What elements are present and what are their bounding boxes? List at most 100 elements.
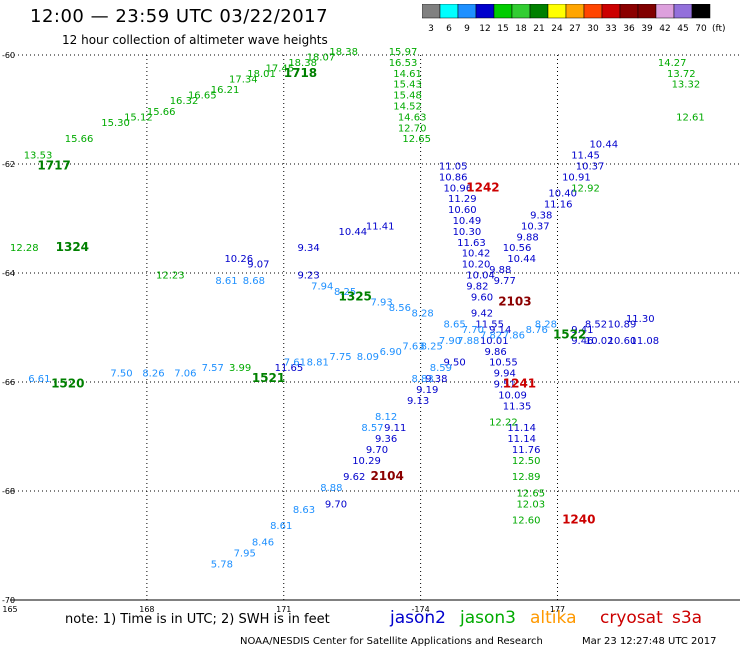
wave-height-label: 18.38	[329, 47, 358, 58]
legend-cryosat: cryosat	[600, 608, 663, 628]
wave-height-label: 9.46	[571, 336, 593, 347]
pass-time-label: 1718	[284, 66, 317, 80]
wave-height-label: 11.29	[448, 194, 477, 205]
pass-time-label: 1717	[37, 158, 70, 172]
colorbar-tick-label: 15	[497, 24, 508, 34]
wave-height-label: 6.61	[28, 374, 50, 385]
pass-time-label: 1242	[466, 180, 499, 194]
x-tick-label: -174	[412, 605, 430, 614]
wave-height-label: 12.22	[489, 418, 518, 429]
wave-height-label: 11.35	[503, 401, 532, 412]
y-tick-label: -64	[2, 269, 15, 278]
pass-time-label: 1241	[503, 376, 536, 390]
wave-height-label: 11.05	[439, 161, 468, 172]
colorbar-swatch	[691, 4, 711, 19]
wave-height-label: 9.42	[471, 309, 493, 320]
wave-height-label: 8.26	[142, 369, 164, 380]
wave-height-label: 11.14	[507, 434, 536, 445]
wave-height-label: 16.21	[211, 85, 240, 96]
wave-height-label: 8.52	[585, 320, 607, 331]
wave-height-label: 8.81	[307, 358, 329, 369]
wave-height-label: 14.61	[393, 69, 422, 80]
wave-height-label: 15.66	[65, 134, 94, 145]
wave-height-label: 9.51	[494, 379, 516, 390]
y-tick-label: -70	[2, 596, 15, 605]
wave-height-label: 10.20	[462, 260, 491, 271]
pass-time-label: 1521	[252, 371, 285, 385]
wave-height-label: 6.90	[380, 347, 402, 358]
wave-height-label: 7.75	[329, 352, 351, 363]
y-tick-label: -62	[2, 160, 15, 169]
wave-height-label: 12.92	[571, 183, 600, 194]
wave-height-label: 11.76	[512, 445, 541, 456]
colorbar-unit: (ft)	[712, 24, 726, 34]
wave-height-label: 16.53	[389, 58, 418, 69]
wave-height-label: 10.49	[453, 216, 482, 227]
wave-height-label: 9.62	[343, 472, 365, 483]
units-note: note: 1) Time is in UTC; 2) SWH is in fe…	[65, 612, 330, 627]
wave-height-label: 11.14	[507, 423, 536, 434]
wave-height-label: 7.61	[284, 358, 306, 369]
wave-height-label: 16.65	[188, 91, 217, 102]
wave-height-label: 9.41	[571, 325, 593, 336]
wave-height-label: 13.32	[672, 80, 701, 91]
x-tick-label: 165	[2, 605, 17, 614]
wave-height-label: 3.99	[229, 363, 251, 374]
wave-height-label: 10.04	[466, 270, 495, 281]
wave-height-label: 9.60	[471, 292, 493, 303]
timestamp-text: Mar 23 12:27:48 UTC 2017	[582, 636, 717, 647]
colorbar-tick-label: 70	[695, 24, 707, 34]
wave-height-label: 7.63	[402, 341, 424, 352]
wave-height-label: 7.86	[503, 330, 525, 341]
wave-height-label: 7.82	[480, 330, 502, 341]
wave-height-label: 11.63	[457, 238, 486, 249]
wave-height-label: 8.61	[215, 276, 237, 287]
wave-height-label: 18.38	[288, 58, 317, 69]
wave-height-label: 8.76	[526, 325, 548, 336]
x-tick-label: 168	[139, 605, 154, 614]
pass-time-label: 2104	[370, 469, 403, 483]
color-scale-bar: 3 6 9 12 15 18 21 24 27 30 33 36 39 42 45 70 (ft)	[422, 4, 726, 34]
wave-height-label: 15.97	[389, 47, 418, 58]
wave-height-label: 12.65	[402, 134, 431, 145]
wave-height-label: 12.89	[512, 472, 541, 483]
pass-time-label: 1325	[339, 289, 372, 303]
colorbar-tick-label: 42	[659, 24, 670, 34]
wave-height-label: 8.28	[412, 309, 434, 320]
wave-height-label: 11.55	[475, 320, 504, 331]
wave-height-label: 7.06	[174, 369, 196, 380]
wave-height-label: 7.90	[439, 336, 461, 347]
wave-height-label: 11.41	[366, 221, 395, 232]
wave-height-label: 10.40	[548, 189, 577, 200]
y-tick-label: -66	[2, 378, 15, 387]
wave-height-label: 11.30	[626, 314, 655, 325]
wave-height-label: 10.86	[439, 172, 468, 183]
colorbar-tick-label: 21	[533, 24, 544, 34]
wave-height-label: 12.28	[10, 243, 39, 254]
legend-jason2: jason2	[390, 608, 446, 628]
wave-height-label: 17.34	[229, 74, 258, 85]
wave-height-label: 13.72	[667, 69, 696, 80]
wave-height-label: 9.11	[384, 423, 406, 434]
wave-height-label: 18.01	[247, 69, 276, 80]
wave-height-label: 10.29	[352, 456, 381, 467]
wave-height-label: 5.78	[211, 559, 233, 570]
wave-height-label: 7.57	[202, 363, 224, 374]
wave-height-label: 15.30	[101, 118, 130, 129]
wave-height-label: 8.28	[535, 320, 557, 331]
wave-height-label: 8.25	[421, 341, 443, 352]
wave-height-label: 8.46	[252, 538, 274, 549]
pass-time-label: 2103	[498, 295, 531, 309]
colorbar-tick-label: 45	[677, 24, 688, 34]
pass-time-label: 1240	[562, 513, 595, 527]
wave-height-label: 9.88	[516, 232, 538, 243]
wave-height-label: 10.55	[489, 358, 518, 369]
colorbar-tick-label: 3	[428, 24, 434, 34]
wave-height-label: 10.02	[585, 336, 614, 347]
wave-height-label: 10.42	[462, 249, 491, 260]
chart-subtitle: 12 hour collection of altimeter wave hei…	[62, 33, 328, 47]
wave-height-label: 10.44	[507, 254, 536, 265]
wave-height-label: 15.48	[393, 91, 422, 102]
colorbar-tick-label: 27	[569, 24, 580, 34]
